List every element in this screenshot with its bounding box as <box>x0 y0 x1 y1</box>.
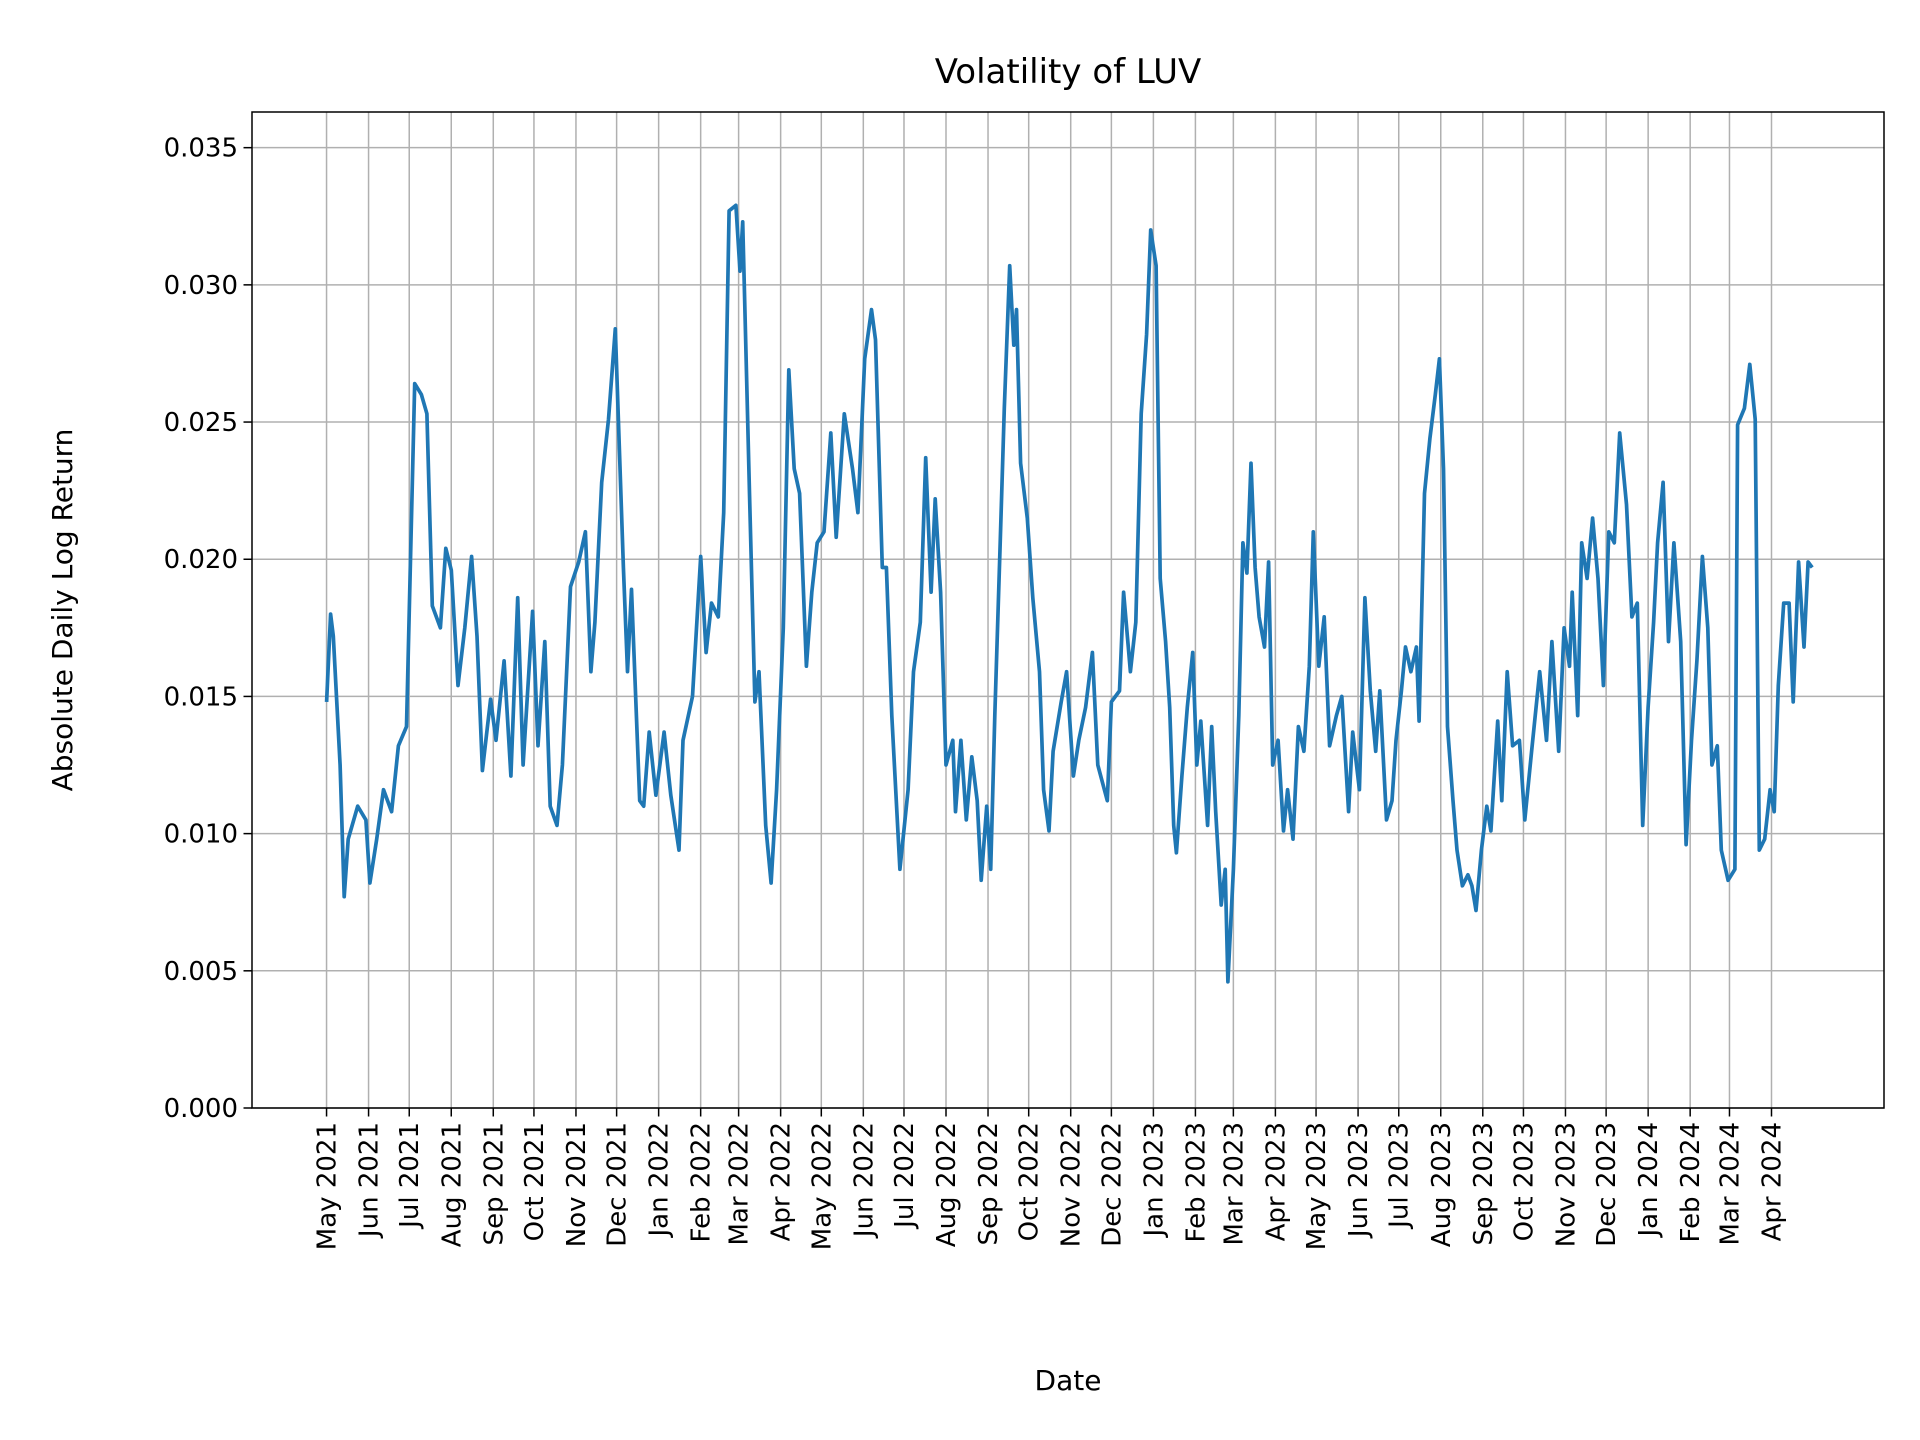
x-tick-label: Jun 2022 <box>849 1122 879 1239</box>
x-tick-label: May 2021 <box>313 1122 343 1250</box>
x-tick-label: Jul 2022 <box>890 1122 920 1230</box>
x-tick-label: Sep 2021 <box>479 1122 509 1245</box>
x-tick-label: Oct 2022 <box>1015 1122 1045 1241</box>
x-tick-label: Apr 2022 <box>767 1122 797 1241</box>
x-tick-label: Oct 2021 <box>520 1122 550 1241</box>
x-tick-label: Mar 2023 <box>1219 1122 1249 1246</box>
chart-title: Volatility of LUV <box>935 52 1202 92</box>
series-layer <box>324 203 1814 984</box>
x-tick-label: Oct 2023 <box>1509 1122 1539 1241</box>
x-tick-label: Aug 2021 <box>437 1122 467 1247</box>
x-axis: May 2021 Jun 2021 Jul 2021 Aug 2021 Sep 2021… <box>313 1108 1787 1250</box>
x-tick-label: Dec 2023 <box>1592 1122 1622 1247</box>
x-tick-label: Apr 2024 <box>1757 1122 1787 1241</box>
x-tick-label: Apr 2023 <box>1261 1122 1291 1241</box>
x-tick-label: Aug 2023 <box>1427 1122 1457 1247</box>
x-tick-label: Feb 2023 <box>1181 1122 1211 1242</box>
x-axis-label: Date <box>1035 1364 1102 1397</box>
x-tick-label: Feb 2024 <box>1676 1122 1706 1242</box>
plot-frame <box>251 111 1885 1109</box>
volatility-line <box>324 203 1814 984</box>
y-tick-label: 0.035 <box>164 134 238 164</box>
x-tick-label: Dec 2022 <box>1097 1122 1127 1247</box>
y-tick-label: 0.010 <box>164 820 238 850</box>
y-axis: 0.000 0.005 0.010 0.015 0.020 0.025 0.030 0.035 <box>164 134 252 1124</box>
x-tick-label: Aug 2022 <box>932 1122 962 1247</box>
x-tick-label: Nov 2023 <box>1551 1122 1581 1247</box>
x-tick-label: Mar 2022 <box>725 1122 755 1246</box>
x-tick-label: Jun 2023 <box>1344 1122 1374 1239</box>
y-tick-label: 0.030 <box>164 271 238 301</box>
x-tick-label: Feb 2022 <box>687 1122 717 1242</box>
y-tick-label: 0.020 <box>164 545 238 575</box>
y-axis-label: Absolute Daily Log Return <box>46 429 79 792</box>
x-tick-label: Sep 2023 <box>1469 1122 1499 1245</box>
x-tick-label: Jul 2021 <box>395 1122 425 1230</box>
x-tick-label: Jun 2021 <box>355 1122 385 1239</box>
x-tick-label: Mar 2024 <box>1715 1122 1745 1246</box>
y-tick-label: 0.000 <box>164 1094 238 1124</box>
x-tick-label: May 2022 <box>807 1122 837 1250</box>
x-tick-label: Jul 2023 <box>1385 1122 1415 1230</box>
x-tick-label: Jan 2024 <box>1634 1122 1664 1239</box>
x-tick-label: Nov 2021 <box>562 1122 592 1247</box>
x-tick-label: Dec 2021 <box>603 1122 633 1247</box>
x-tick-label: Jan 2023 <box>1139 1122 1169 1239</box>
x-tick-label: Nov 2022 <box>1057 1122 1087 1247</box>
y-tick-label: 0.005 <box>164 957 238 987</box>
x-tick-label: Sep 2022 <box>974 1122 1004 1245</box>
x-tick-label: Jan 2022 <box>645 1122 675 1239</box>
grid <box>252 112 1884 1109</box>
y-tick-label: 0.015 <box>164 682 238 712</box>
y-tick-label: 0.025 <box>164 408 238 438</box>
x-tick-label: May 2023 <box>1302 1122 1332 1250</box>
